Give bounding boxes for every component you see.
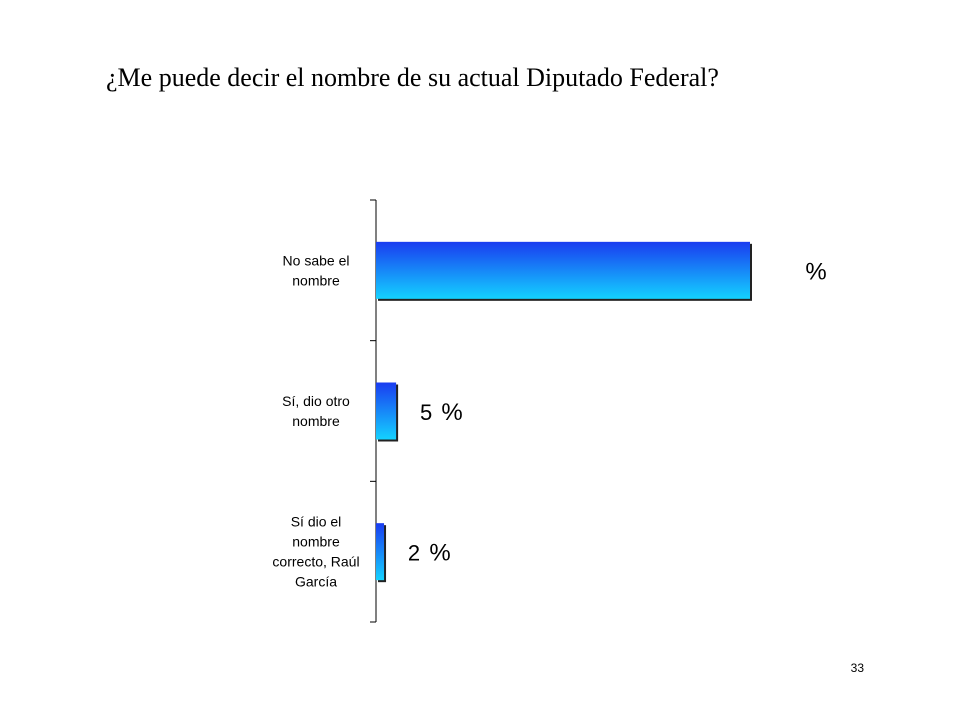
percent-sign: % [805, 258, 826, 285]
category-label-line: Sí, dio otro [282, 393, 350, 409]
page-number: 33 [850, 661, 864, 675]
category-label-line: nombre [292, 413, 340, 429]
category-label: No sabe el nombre [283, 252, 350, 288]
bar [376, 241, 750, 299]
category-label-line: García [295, 574, 337, 590]
category-label-line: correcto, Raúl [272, 554, 359, 570]
category-label-line: Sí dio el [291, 514, 342, 530]
category-label-line: nombre [292, 534, 340, 550]
bar [376, 523, 385, 581]
data-label: 2 [408, 541, 420, 566]
bar [376, 382, 397, 440]
slide-title: ¿Me puede decir el nombre de su actual D… [106, 63, 719, 92]
percent-sign: % [429, 540, 450, 567]
category-label-line: No sabe el [283, 252, 350, 268]
data-label: 5 [420, 400, 432, 425]
category-label: Sí dio el nombre correcto, Raúl García [272, 514, 359, 590]
category-label-line: nombre [292, 272, 340, 288]
percent-sign: % [441, 399, 462, 426]
category-label: Sí, dio otro nombre [282, 393, 350, 429]
